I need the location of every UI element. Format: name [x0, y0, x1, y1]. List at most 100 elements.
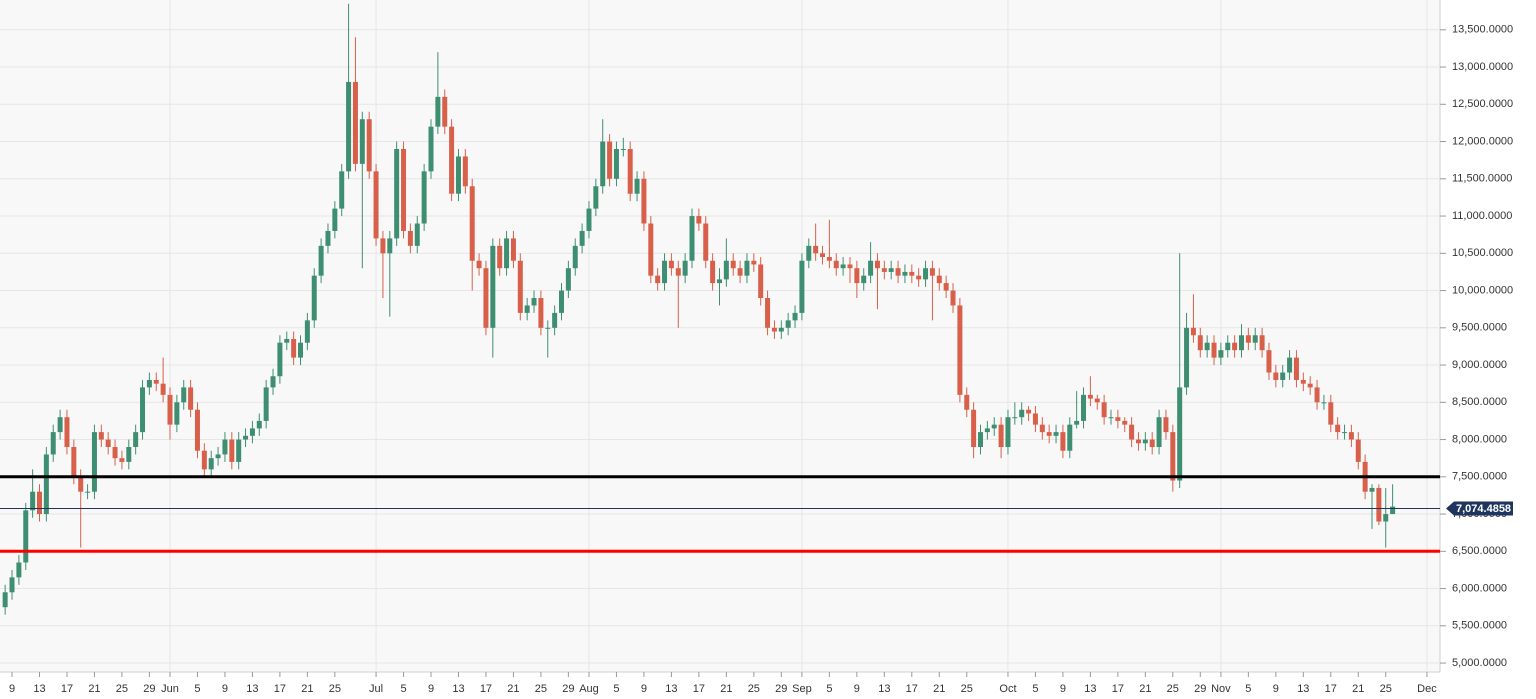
candle-body [270, 376, 276, 388]
x-tick-label: 17 [480, 683, 492, 695]
candle-body [771, 327, 777, 332]
x-tick-label: 21 [1139, 683, 1151, 695]
candle-body [1232, 342, 1238, 351]
candle-body [744, 260, 750, 276]
candle-body [126, 447, 132, 462]
candle-body [57, 417, 63, 433]
candle-body [888, 268, 894, 272]
candle-body [407, 230, 413, 246]
candle-body [765, 298, 771, 328]
x-tick-label: 13 [878, 683, 890, 695]
candle-body [188, 387, 194, 410]
candle-body [1259, 335, 1265, 351]
x-tick-label: Aug [579, 683, 599, 695]
candle-body [1335, 424, 1341, 433]
candle-body [826, 257, 832, 261]
candle-body [1026, 409, 1032, 414]
candle-body [1129, 424, 1135, 440]
candle-body [181, 387, 187, 403]
last-price-box [1446, 501, 1513, 516]
y-tick-label: 12,500.0000 [1452, 98, 1513, 110]
candle-body [71, 447, 77, 477]
candle-body [792, 312, 798, 321]
candle-body [971, 409, 977, 448]
candle-body [565, 268, 571, 291]
candle-body [167, 394, 173, 425]
plot-background [0, 0, 1440, 672]
candle-body [936, 275, 942, 284]
candle-body [249, 428, 255, 436]
candle-body [586, 208, 592, 231]
candle-body [236, 439, 242, 462]
candle-body [1266, 350, 1272, 373]
candle-body [394, 149, 400, 239]
x-tick-label: 17 [693, 683, 705, 695]
candle-body [9, 577, 15, 593]
candle-body [662, 260, 668, 284]
candle-body [1245, 335, 1251, 343]
candle-body [909, 271, 915, 276]
candle-body [957, 305, 963, 395]
x-tick-label: 17 [274, 683, 286, 695]
candle-body [1149, 439, 1155, 448]
candle-body [23, 510, 29, 563]
x-tick-label: 25 [961, 683, 973, 695]
candle-body [1383, 514, 1389, 522]
candle-body [730, 260, 736, 269]
x-tick-label: 5 [1245, 683, 1251, 695]
x-tick-label: 5 [613, 683, 619, 695]
candle-body [332, 208, 338, 231]
x-tick-label: Dec [1417, 683, 1437, 695]
x-tick-label: 25 [748, 683, 760, 695]
candle-body [881, 268, 887, 272]
candle-body [208, 458, 214, 470]
candle-body [30, 491, 36, 511]
candle-body [1032, 413, 1038, 425]
candle-body [1321, 402, 1327, 404]
y-tick-label: 7,500.0000 [1452, 471, 1507, 483]
candle-body [1238, 335, 1244, 351]
candle-body [1390, 506, 1396, 515]
candle-body [600, 141, 606, 187]
y-tick-label: 10,500.0000 [1452, 247, 1513, 259]
candle-body [998, 424, 1004, 448]
y-tick-label: 13,000.0000 [1452, 61, 1513, 73]
x-tick-label: 17 [61, 683, 73, 695]
candle-body [737, 268, 743, 276]
candle-body [1060, 432, 1066, 451]
candle-body [668, 260, 674, 269]
x-tick-label: 13 [665, 683, 677, 695]
candle-body [531, 298, 537, 306]
candle-body [1342, 432, 1348, 434]
candle-body [895, 268, 901, 276]
x-tick-label: 21 [301, 683, 313, 695]
candle-body [325, 230, 331, 246]
candle-body [291, 338, 297, 358]
candle-body [1218, 350, 1224, 358]
y-tick-label: 9,000.0000 [1452, 359, 1507, 371]
candle-body [1287, 357, 1293, 373]
x-tick-label: 13 [1297, 683, 1309, 695]
x-tick-label: 29 [143, 683, 155, 695]
candle-body [1177, 387, 1183, 481]
x-tick-label: 21 [507, 683, 519, 695]
x-tick-label: 25 [1380, 683, 1392, 695]
candle-body [778, 327, 784, 332]
candle-body [579, 230, 585, 246]
x-tick-label: 21 [88, 683, 100, 695]
candle-body [1074, 420, 1080, 425]
candle-body [1300, 379, 1306, 384]
candle-body [1039, 424, 1045, 433]
x-tick-label: 9 [428, 683, 434, 695]
candle-body [1094, 398, 1100, 403]
candle-body [510, 238, 516, 261]
y-tick-label: 12,000.0000 [1452, 135, 1513, 147]
x-tick-label: 29 [562, 683, 574, 695]
x-tick-label: 9 [1273, 683, 1279, 695]
candle-body [387, 238, 393, 254]
candle-body [140, 387, 146, 433]
candle-body [105, 439, 111, 448]
overlay: 5,000.0000 5,500.0000 6,000.0000 6,500.0000… [0, 24, 1513, 695]
candle-body [490, 245, 496, 328]
